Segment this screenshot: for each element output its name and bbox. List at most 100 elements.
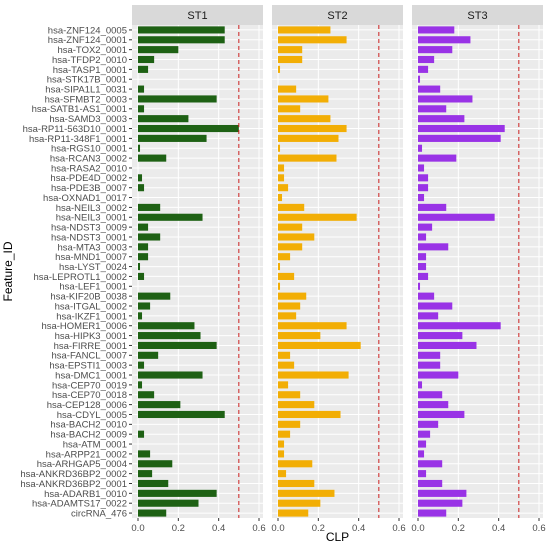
bar: [278, 144, 281, 152]
bar: [278, 460, 313, 468]
bar: [278, 381, 289, 389]
bar: [418, 322, 501, 330]
bar: [138, 65, 149, 73]
bar: [278, 164, 285, 172]
bar: [138, 85, 145, 93]
bar: [278, 341, 361, 349]
y-tick-label: hsa-LYST_0024: [59, 262, 127, 273]
x-tick-label: 0.2: [172, 523, 185, 534]
bar: [138, 144, 141, 152]
bar: [418, 292, 435, 300]
bar: [418, 302, 453, 310]
bar: [138, 253, 149, 261]
y-tick-label: hsa-RGS10_0001: [51, 144, 127, 155]
x-tick-label: 0.4: [352, 523, 365, 534]
facet-strip: [272, 5, 403, 25]
bar: [278, 95, 329, 103]
bar: [138, 105, 145, 113]
facet-strip-label: ST2: [327, 10, 347, 22]
bar: [138, 95, 217, 103]
bar: [278, 351, 291, 359]
bar: [138, 292, 171, 300]
bar: [138, 115, 189, 123]
bar: [278, 302, 301, 310]
y-tick-label: hsa-MND1_0007: [55, 252, 127, 263]
y-tick-label: hsa-LEPROTL1_0002: [34, 272, 127, 283]
bar: [138, 341, 217, 349]
x-tick-label: 0.6: [252, 523, 265, 534]
bar: [278, 450, 285, 458]
bar: [418, 440, 427, 448]
bar: [278, 440, 285, 448]
bar: [138, 371, 203, 379]
bar: [418, 203, 447, 211]
y-tick-label: hsa-RP11-348F1_0001: [29, 134, 127, 145]
x-tick-label: 0.0: [271, 523, 284, 534]
bar: [138, 470, 153, 478]
bar: [418, 341, 477, 349]
x-tick-label: 0.4: [212, 523, 225, 534]
bar: [138, 509, 167, 517]
y-tick-label: hsa-PDE3B_0007: [51, 183, 127, 194]
bar: [138, 351, 159, 359]
bar: [138, 401, 181, 409]
bar: [278, 134, 339, 142]
bar: [418, 124, 505, 133]
x-tick-label: 0.0: [131, 523, 144, 534]
bar: [138, 55, 155, 64]
bar: [418, 46, 453, 54]
bar: [418, 243, 449, 251]
bar: [138, 489, 217, 497]
bar: [278, 322, 347, 330]
bar: [138, 460, 173, 468]
bar: [138, 154, 167, 162]
bar: [278, 194, 283, 202]
y-tick-label: hsa-ARPP21_0002: [46, 449, 127, 460]
y-tick-label: hsa-CEP70_0019: [52, 380, 127, 391]
bar: [418, 272, 429, 280]
bar: [138, 124, 239, 133]
y-tick-label: hsa-DMC1_0001: [55, 370, 127, 381]
bar: [138, 450, 151, 458]
bar: [138, 223, 149, 231]
bar: [138, 263, 141, 271]
y-tick-label: hsa-KIF20B_0038: [50, 292, 127, 303]
y-tick-label: hsa-SATB1-AS1_0001: [32, 104, 127, 115]
bar: [418, 420, 439, 428]
y-tick-label: hsa-ARHGAP5_0004: [37, 459, 127, 470]
bar: [138, 381, 143, 389]
bar: [278, 233, 315, 241]
y-tick-label: hsa-ZNF124_0005: [48, 25, 127, 36]
y-tick-label: hsa-LEF1_0001: [59, 282, 127, 293]
bar: [418, 253, 427, 261]
bar: [138, 391, 155, 399]
y-tick-label: hsa-TOX2_0001: [57, 45, 127, 56]
bar: [138, 312, 143, 320]
bar: [278, 292, 307, 300]
bar: [418, 85, 441, 93]
y-tick-label: hsa-FANCL_0007: [51, 351, 127, 362]
bar: [138, 184, 145, 192]
bar: [278, 253, 291, 261]
bar: [278, 105, 301, 113]
bar: [278, 46, 303, 54]
bar: [278, 509, 309, 517]
bar: [418, 174, 429, 182]
bar: [418, 361, 441, 369]
bar: [278, 371, 349, 379]
y-tick-label: hsa-OXNAD1_0017: [43, 193, 127, 204]
bar: [138, 46, 179, 54]
bar: [278, 272, 295, 280]
bar: [278, 263, 281, 271]
bar: [278, 479, 315, 488]
bar: [138, 233, 161, 241]
bar: [418, 460, 443, 468]
x-tick-label: 0.6: [532, 523, 545, 534]
bar: [418, 213, 495, 221]
y-tick-label: hsa-CEP70_0018: [52, 390, 127, 401]
bar: [138, 499, 199, 507]
y-tick-label: hsa-RP11-563D10_0001: [23, 124, 127, 135]
facet-strip: [412, 5, 543, 25]
bar: [278, 312, 297, 320]
